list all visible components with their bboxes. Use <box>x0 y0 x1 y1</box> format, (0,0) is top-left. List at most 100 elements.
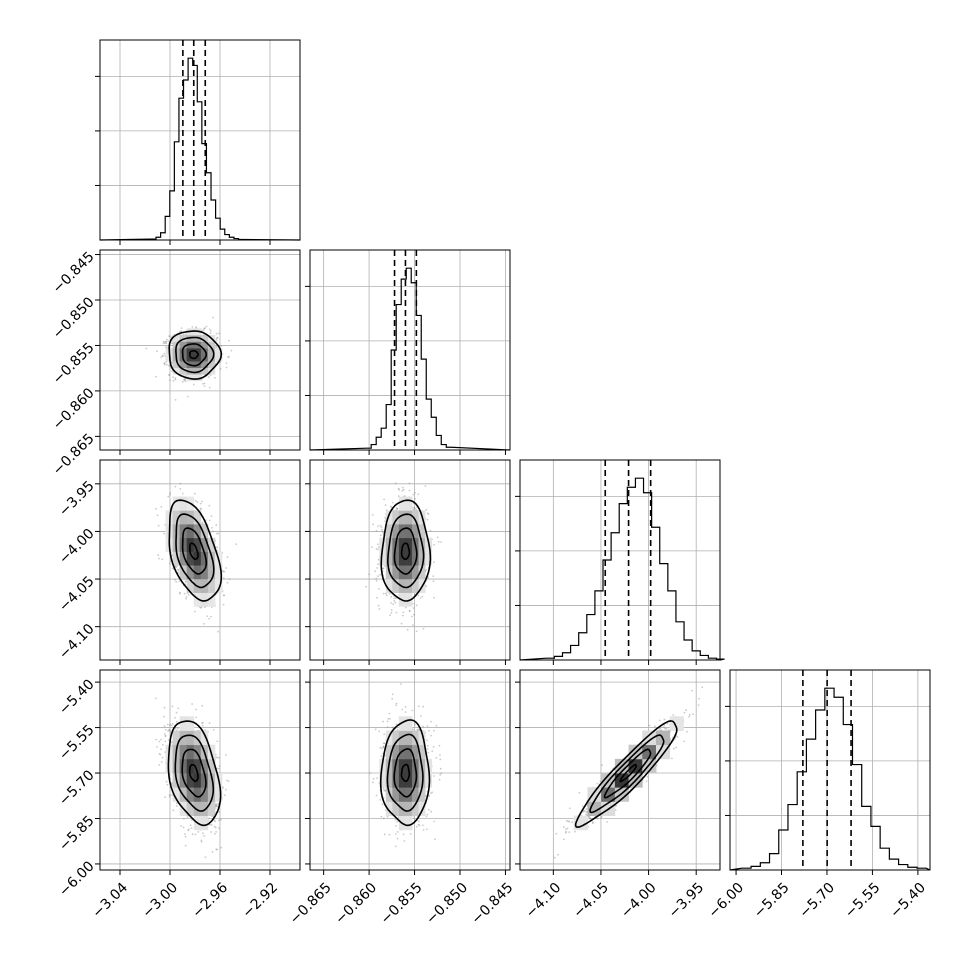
density-cell <box>207 537 216 552</box>
sample-point <box>427 808 430 811</box>
sample-point <box>216 756 219 759</box>
sample-point <box>187 828 190 831</box>
sample-point <box>223 794 226 797</box>
sample-point <box>411 624 414 626</box>
sample-point <box>200 840 203 843</box>
density-cell <box>405 801 413 816</box>
sample-point <box>161 558 164 561</box>
sample-point <box>377 543 379 546</box>
sample-point <box>385 594 388 597</box>
sample-point <box>376 596 378 599</box>
sample-point <box>583 809 586 812</box>
density-cell <box>405 592 413 607</box>
sample-point <box>390 595 393 598</box>
sample-point <box>399 683 402 685</box>
sample-point <box>557 853 559 856</box>
sample-point <box>203 327 206 330</box>
sample-point <box>565 819 568 822</box>
sample-point <box>383 833 386 836</box>
sample-point <box>380 755 383 757</box>
sample-point <box>417 705 420 708</box>
scatter-panel-4-1 <box>95 669 301 875</box>
sample-point <box>599 780 602 783</box>
sample-point <box>164 728 167 731</box>
sample-point <box>176 568 179 571</box>
sample-point <box>165 342 168 345</box>
sample-point <box>383 789 385 792</box>
sample-point <box>426 813 429 816</box>
sample-point <box>567 820 570 823</box>
axes-frame <box>99 459 301 661</box>
sample-point <box>158 740 161 743</box>
density-cell <box>207 361 216 369</box>
sample-point <box>406 628 409 631</box>
sample-point <box>375 547 378 550</box>
sample-point <box>214 805 217 807</box>
sample-point <box>391 693 394 696</box>
sample-point <box>168 729 171 732</box>
density-cell <box>207 565 216 580</box>
sample-point <box>210 615 212 618</box>
sample-point <box>673 747 675 750</box>
density-cell <box>398 773 406 788</box>
sample-point <box>168 794 171 796</box>
scatter-panel-3-1 <box>95 459 301 665</box>
sample-point <box>214 832 216 835</box>
sample-point <box>412 607 415 609</box>
sample-point <box>202 329 205 331</box>
sample-point <box>648 724 651 727</box>
sample-point <box>227 356 229 359</box>
density-cell <box>200 787 209 802</box>
sample-point <box>375 580 378 582</box>
density-cell <box>172 787 181 802</box>
sample-point <box>390 611 393 614</box>
sample-point <box>210 330 212 332</box>
density-cell <box>193 374 202 382</box>
sample-point <box>409 833 412 835</box>
sample-point <box>386 720 389 723</box>
sample-point <box>396 831 399 833</box>
density-cell <box>200 524 209 539</box>
sample-point <box>390 506 393 509</box>
sample-point <box>164 740 167 743</box>
sample-point <box>227 780 230 783</box>
sample-point <box>374 728 377 731</box>
sample-point <box>208 386 211 389</box>
sample-point <box>382 817 385 820</box>
sample-point <box>688 715 690 718</box>
sample-point <box>218 756 220 759</box>
y-tick-label: −0.845 <box>50 249 98 297</box>
density-cell <box>172 758 181 774</box>
density-cell <box>669 716 684 731</box>
sample-point <box>199 502 202 505</box>
contour-line <box>379 719 431 827</box>
sample-point <box>378 730 381 733</box>
sample-point <box>155 507 158 510</box>
sample-point <box>145 347 148 350</box>
sample-point <box>211 526 213 529</box>
sample-point <box>382 720 384 723</box>
density-cell <box>405 716 413 731</box>
sample-point <box>422 829 425 831</box>
sample-point <box>600 816 603 819</box>
sample-point <box>175 720 178 723</box>
density-cell <box>193 730 202 746</box>
sample-point <box>658 719 661 722</box>
sample-point <box>219 368 222 370</box>
sample-point <box>587 815 590 818</box>
sample-point <box>167 739 170 741</box>
sample-point <box>585 808 588 810</box>
x-tick-label: −0.865 <box>287 880 335 928</box>
sample-point <box>217 532 220 535</box>
sample-point <box>698 697 700 700</box>
density-cell <box>172 730 181 746</box>
sample-point <box>381 567 384 570</box>
sample-point <box>386 815 389 818</box>
density-cell <box>398 551 406 566</box>
sample-point <box>430 734 432 737</box>
sample-point <box>166 783 169 786</box>
sample-point <box>401 489 404 492</box>
density-cell <box>412 801 419 816</box>
contour-line <box>393 527 418 575</box>
sample-point <box>426 828 428 831</box>
